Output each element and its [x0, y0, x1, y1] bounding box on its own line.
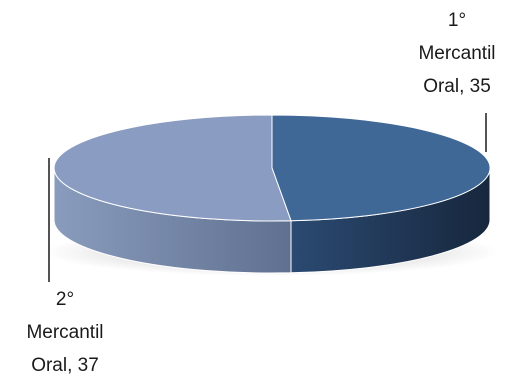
data-labels: 1° Mercantil Oral, 35 2° Mercantil Oral, 37: [26, 10, 495, 376]
pie-slice-2: [53, 114, 292, 222]
pie-tops: [53, 114, 491, 222]
leader-lines: [48, 113, 487, 282]
data-label-1: 1° Mercantil Oral, 35: [418, 10, 495, 97]
pie-slice-1: [271, 114, 491, 222]
data-label-2: 2° Mercantil Oral, 37: [26, 289, 103, 376]
pie-sides: [53, 167, 491, 274]
